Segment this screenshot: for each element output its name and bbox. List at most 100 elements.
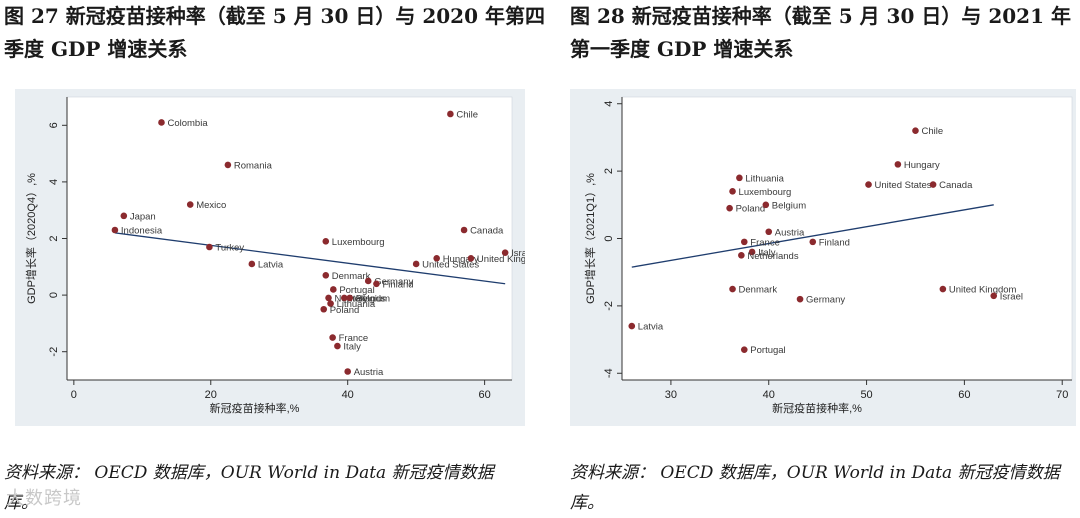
chart-gdp-2020q4: 0 20 40 60 -2 0 2 4 6 新冠疫苗接种率,% GDP增长率（2020Q4）,% Co…	[15, 89, 525, 426]
q4-x-tick-label: 20	[205, 389, 217, 401]
q4-point-label: Israel	[511, 248, 525, 259]
q4-point-label: Poland	[330, 305, 360, 316]
q1-point	[738, 252, 745, 259]
q1-point-label: Lithuania	[745, 173, 784, 184]
q1-point-label: Chile	[921, 126, 943, 137]
q4-point	[248, 260, 256, 268]
q1-point	[740, 238, 748, 246]
q4-point-label: Chile	[456, 109, 478, 120]
q1-point-label: Belgium	[772, 200, 806, 211]
q4-point-label: Colombia	[167, 118, 208, 129]
q4-point	[322, 238, 330, 245]
q4-point-label: Hungary	[443, 254, 479, 265]
q1-y-tick-label: -2	[603, 301, 615, 311]
q4-point-label: Italy	[343, 342, 361, 353]
q4-point	[329, 334, 336, 341]
q1-x-tick-label: 60	[958, 389, 970, 401]
figure-27-title: 图 27 新冠疫苗接种率（截至 5 月 30 日）与 2020 年第四季度 GD…	[4, 4, 545, 61]
q1-point	[729, 285, 736, 293]
q1-y-tick-label: 0	[603, 235, 615, 241]
q4-point-label: Latvia	[258, 259, 284, 270]
q4-point-label: Denmark	[332, 271, 371, 282]
q1-x-axis-title: 新冠疫苗接种率,%	[772, 401, 862, 415]
q4-point	[158, 119, 165, 126]
q4-point-label: Japan	[130, 211, 156, 222]
q1-point-label: France	[750, 237, 780, 248]
q1-point	[809, 238, 817, 246]
q1-point	[765, 228, 773, 236]
q4-point	[364, 277, 372, 285]
q1-point-label: Hungary	[904, 160, 940, 171]
q1-point	[740, 346, 748, 353]
q4-point	[186, 201, 194, 208]
q1-x-tick-label: 40	[763, 389, 775, 401]
q1-point-label: Israel	[1000, 291, 1023, 302]
q4-point	[373, 280, 380, 288]
q1-point	[929, 181, 937, 188]
q1-point-label: Germany	[806, 295, 845, 306]
q4-y-axis-title: GDP增长率（2020Q4）,%	[24, 173, 38, 304]
q1-point-label: Luxembourg	[739, 187, 792, 198]
q4-y-tick-label: 6	[48, 122, 60, 128]
q1-plot-area	[621, 96, 1073, 381]
q4-point	[111, 226, 119, 234]
q4-x-tick-label: 40	[342, 389, 354, 401]
q4-point-label: Romania	[234, 160, 273, 171]
q1-point	[990, 292, 998, 300]
q1-x-tick-label: 70	[1056, 389, 1068, 401]
q4-point-label: United Kingdom	[477, 254, 525, 265]
figure-27-source: 资料来源： OECD 数据库，OUR World in Data 新冠疫情数据库…	[4, 463, 494, 513]
q4-point-label: Indonesia	[121, 226, 163, 237]
q1-point-label: Canada	[939, 180, 973, 191]
q4-point	[460, 226, 468, 234]
q1-point-label: Italy	[758, 247, 776, 258]
q1-point	[736, 174, 743, 182]
q4-point	[327, 300, 334, 307]
q4-point	[412, 260, 420, 268]
q4-point	[206, 243, 213, 251]
q4-point-label: Italy	[350, 293, 368, 304]
q1-y-tick-label: 4	[603, 101, 615, 107]
q4-point	[322, 271, 330, 279]
q4-point-label: Portugal	[339, 285, 374, 296]
q1-point	[912, 127, 919, 134]
q4-y-tick-label: -2	[48, 347, 60, 357]
q1-x-tick-label: 30	[665, 389, 677, 401]
q1-point	[939, 285, 947, 293]
q4-point	[501, 249, 509, 256]
q1-x-tick-label: 50	[860, 389, 872, 401]
q1-point-label: Netherlands	[747, 251, 798, 262]
q4-x-tick-label: 60	[478, 389, 490, 401]
q4-point	[320, 305, 328, 313]
q1-point	[748, 248, 756, 256]
q1-fit-line	[631, 204, 994, 268]
q1-point	[894, 161, 902, 168]
q4-point	[344, 368, 351, 375]
q4-point-label: Finland	[382, 279, 413, 290]
q1-point-label: Austria	[775, 227, 805, 238]
q4-point	[340, 294, 348, 302]
q4-point-label: Germany	[374, 276, 413, 287]
q4-point	[120, 212, 128, 220]
q1-point-label: Poland	[736, 204, 766, 215]
q4-y-tick-label: 4	[48, 179, 60, 185]
q1-point-label: United States	[875, 180, 932, 191]
chart-gdp-2021q1: 30 40 50 60 70 -4 -2 0 2 4 新冠疫苗接种率,% GDP增长率（2021Q1）…	[570, 89, 1076, 426]
q4-plot-area	[66, 96, 513, 381]
q1-point	[729, 188, 736, 195]
q1-y-tick-label: -4	[603, 368, 615, 378]
q4-point	[346, 294, 354, 302]
q4-y-tick-label: 0	[48, 292, 60, 298]
q4-point	[330, 286, 337, 293]
q4-point	[447, 110, 454, 118]
q1-point	[796, 295, 804, 303]
q1-point-label: Denmark	[739, 285, 778, 296]
q4-point-label: Austria	[354, 367, 384, 378]
q1-point-label: Latvia	[638, 322, 664, 333]
q4-point-label: Mexico	[196, 200, 226, 211]
q1-point	[726, 204, 733, 212]
q4-point-label: Turkey	[215, 242, 244, 253]
q4-point-label: Netherlands	[335, 293, 386, 304]
q1-point-label: Finland	[819, 237, 850, 248]
q1-point	[865, 181, 872, 188]
